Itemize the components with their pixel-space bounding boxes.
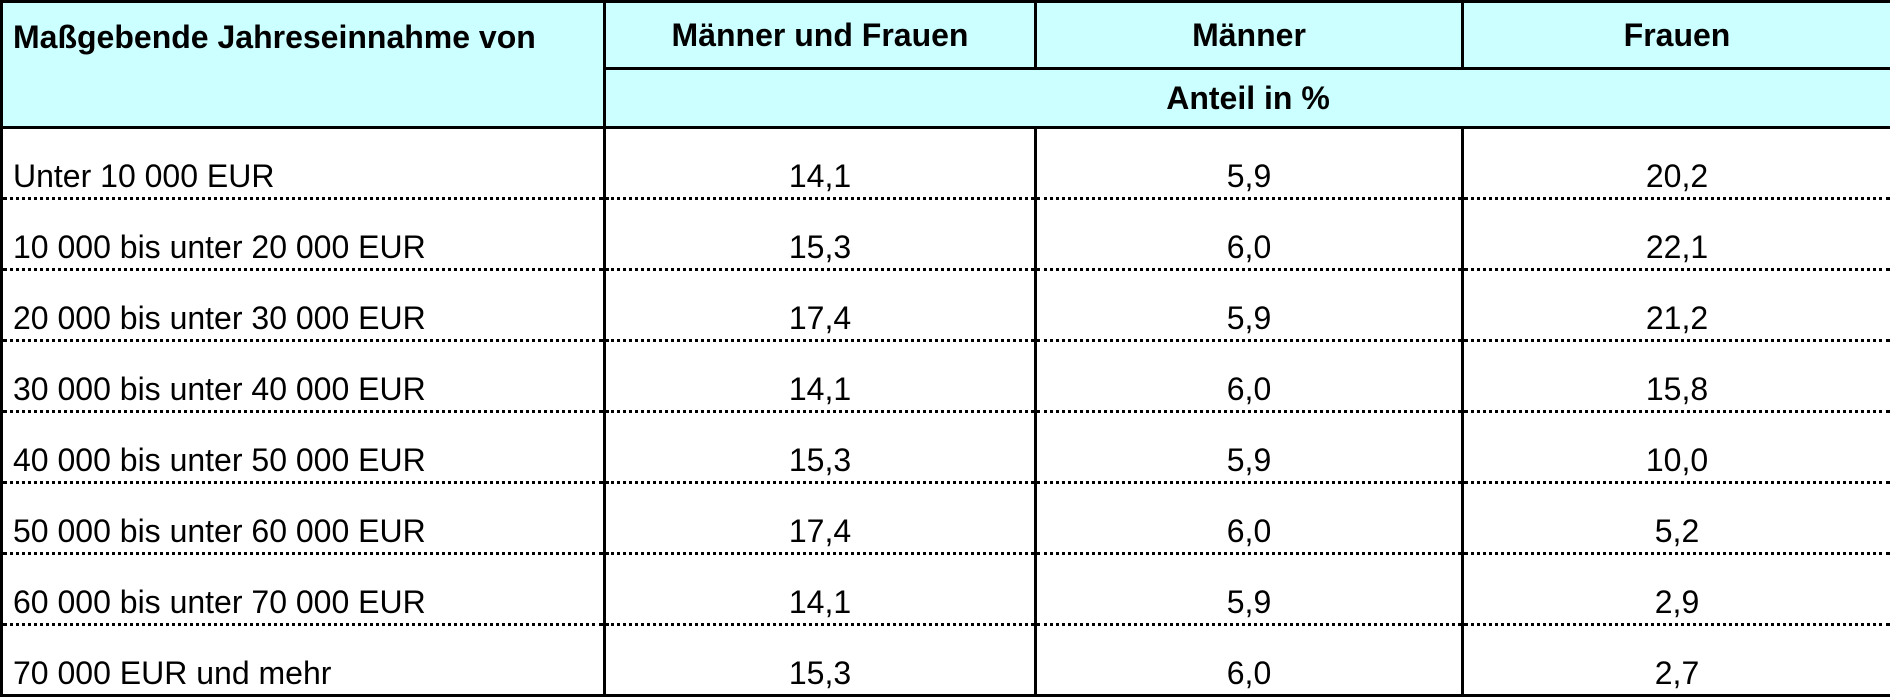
- cell-value: 14,1: [605, 128, 1036, 199]
- cell-value: 15,3: [605, 625, 1036, 696]
- cell-value: 15,3: [605, 412, 1036, 483]
- cell-value: 20,2: [1463, 128, 1890, 199]
- row-label: 40 000 bis unter 50 000 EUR: [2, 412, 605, 483]
- row-label: 20 000 bis unter 30 000 EUR: [2, 270, 605, 341]
- row-label: 30 000 bis unter 40 000 EUR: [2, 341, 605, 412]
- cell-value: 21,2: [1463, 270, 1890, 341]
- column-header: Männer und Frauen: [605, 2, 1036, 69]
- cell-value: 14,1: [605, 554, 1036, 625]
- cell-value: 6,0: [1036, 625, 1463, 696]
- cell-value: 6,0: [1036, 483, 1463, 554]
- cell-value: 15,8: [1463, 341, 1890, 412]
- column-header: Frauen: [1463, 2, 1890, 69]
- header-row: Maßgebende Jahreseinnahme von Männer und…: [2, 2, 1890, 69]
- page: Maßgebende Jahreseinnahme von Männer und…: [0, 0, 1890, 681]
- cell-value: 14,1: [605, 341, 1036, 412]
- row-label: 60 000 bis unter 70 000 EUR: [2, 554, 605, 625]
- cell-value: 5,9: [1036, 270, 1463, 341]
- column-header: Männer: [1036, 2, 1463, 69]
- row-label: 50 000 bis unter 60 000 EUR: [2, 483, 605, 554]
- cell-value: 17,4: [605, 270, 1036, 341]
- cell-value: 5,9: [1036, 128, 1463, 199]
- cell-value: 5,9: [1036, 554, 1463, 625]
- cell-value: 10,0: [1463, 412, 1890, 483]
- row-label: Unter 10 000 EUR: [2, 128, 605, 199]
- cell-value: 2,7: [1463, 625, 1890, 696]
- cell-value: 2,9: [1463, 554, 1890, 625]
- cell-value: 22,1: [1463, 199, 1890, 270]
- cell-value: 5,2: [1463, 483, 1890, 554]
- cell-value: 15,3: [605, 199, 1036, 270]
- cell-value: 6,0: [1036, 341, 1463, 412]
- cell-value: 6,0: [1036, 199, 1463, 270]
- row-label: 70 000 EUR und mehr: [2, 625, 605, 696]
- header-label: Maßgebende Jahreseinnahme von: [2, 2, 605, 128]
- row-label: 10 000 bis unter 20 000 EUR: [2, 199, 605, 270]
- cell-value: 17,4: [605, 483, 1036, 554]
- unit-header: Anteil in %: [605, 69, 1890, 128]
- cell-value: 5,9: [1036, 412, 1463, 483]
